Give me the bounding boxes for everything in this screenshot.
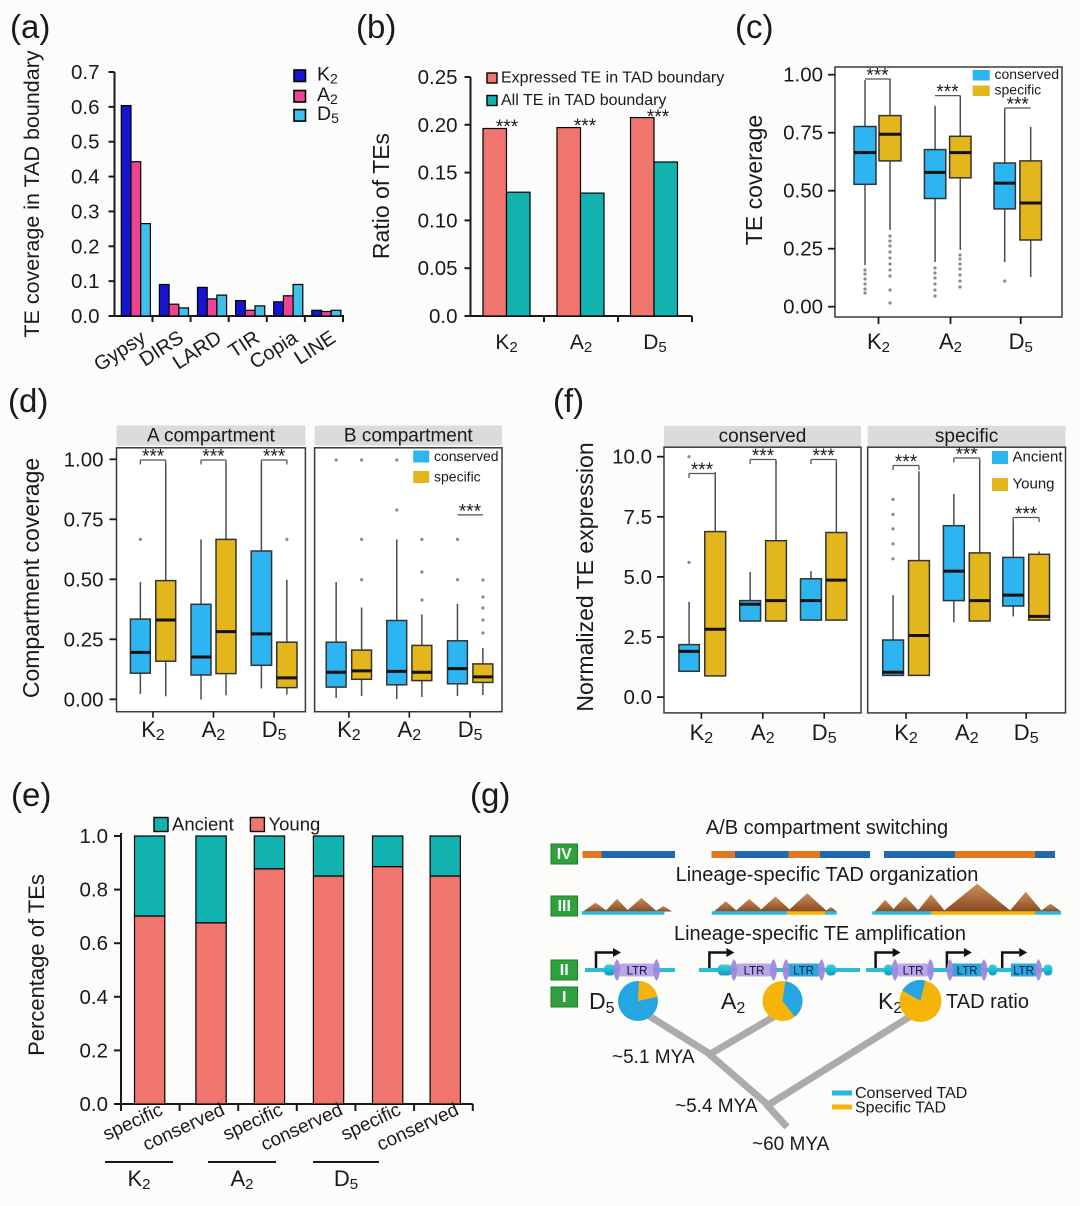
svg-text:1.00: 1.00 <box>783 64 823 87</box>
svg-text:0.0: 0.0 <box>71 305 100 328</box>
svg-text:***: *** <box>895 452 918 473</box>
svg-text:TE coverage: TE coverage <box>741 115 767 245</box>
svg-text:II: II <box>560 962 569 979</box>
svg-text:Ancient: Ancient <box>172 814 234 835</box>
svg-text:Specific TAD: Specific TAD <box>855 1100 946 1117</box>
svg-text:***: *** <box>691 460 714 481</box>
svg-text:0.0: 0.0 <box>624 686 653 709</box>
svg-text:0.50: 0.50 <box>783 180 823 203</box>
svg-text:***: *** <box>752 446 775 467</box>
svg-text:***: *** <box>1007 95 1030 116</box>
svg-text:***: *** <box>574 116 597 137</box>
svg-text:~60 MYA: ~60 MYA <box>752 1134 830 1155</box>
svg-text:(f): (f) <box>553 382 584 419</box>
svg-text:(c): (c) <box>735 8 773 45</box>
svg-text:LTR: LTR <box>627 966 648 978</box>
svg-text:specific: specific <box>935 426 998 447</box>
svg-text:B compartment: B compartment <box>344 426 474 447</box>
svg-text:Compartment coverage: Compartment coverage <box>18 458 44 698</box>
svg-text:Lineage-specific TE amplificat: Lineage-specific TE amplification <box>674 923 966 945</box>
svg-text:~5.1 MYA: ~5.1 MYA <box>612 1047 695 1068</box>
svg-text:Ratio of TEs: Ratio of TEs <box>368 133 394 259</box>
svg-text:0.25: 0.25 <box>418 66 458 89</box>
svg-text:***: *** <box>813 446 836 467</box>
svg-text:A compartment: A compartment <box>147 426 275 447</box>
svg-text:TE coverage in TAD boundary: TE coverage in TAD boundary <box>20 50 44 337</box>
svg-text:0.7: 0.7 <box>71 61 100 84</box>
svg-text:0.1: 0.1 <box>71 270 100 293</box>
svg-text:Lineage-specific TAD organizat: Lineage-specific TAD organization <box>676 864 979 886</box>
svg-text:0.3: 0.3 <box>71 200 100 223</box>
svg-text:0.00: 0.00 <box>64 688 104 711</box>
svg-text:0.75: 0.75 <box>64 508 104 531</box>
svg-text:2.5: 2.5 <box>624 626 653 649</box>
svg-text:0.25: 0.25 <box>64 628 104 651</box>
svg-text:***: *** <box>936 82 959 103</box>
svg-text:LTR: LTR <box>903 966 924 978</box>
svg-text:(g): (g) <box>470 776 510 813</box>
svg-text:***: *** <box>142 447 165 468</box>
svg-text:***: *** <box>263 447 286 468</box>
svg-text:0.05: 0.05 <box>418 257 458 280</box>
svg-text:1.00: 1.00 <box>64 448 104 471</box>
svg-text:LTR: LTR <box>744 966 765 978</box>
svg-text:1.0: 1.0 <box>80 825 109 848</box>
svg-text:0.00: 0.00 <box>783 296 823 319</box>
svg-text:0.10: 0.10 <box>418 209 458 232</box>
svg-text:10.0: 10.0 <box>612 446 652 469</box>
svg-text:0.25: 0.25 <box>783 238 823 261</box>
svg-text:***: *** <box>202 447 225 468</box>
svg-text:Expressed TE in TAD boundary: Expressed TE in TAD boundary <box>501 70 724 87</box>
svg-text:0.0: 0.0 <box>80 1093 109 1116</box>
svg-text:(e): (e) <box>11 776 51 813</box>
svg-text:Ancient: Ancient <box>1013 449 1064 466</box>
svg-text:***: *** <box>496 117 519 138</box>
svg-text:0.2: 0.2 <box>80 1039 109 1062</box>
svg-text:0.0: 0.0 <box>429 305 458 328</box>
svg-text:LTR: LTR <box>957 966 978 978</box>
svg-text:specific: specific <box>995 82 1042 98</box>
svg-text:***: *** <box>647 107 670 128</box>
svg-text:Young: Young <box>1013 476 1055 493</box>
svg-text:0.4: 0.4 <box>71 166 100 189</box>
svg-text:0.50: 0.50 <box>64 568 104 591</box>
svg-text:0.75: 0.75 <box>783 122 823 145</box>
svg-text:(b): (b) <box>356 8 396 45</box>
svg-text:Conserved TAD: Conserved TAD <box>855 1085 967 1102</box>
svg-text:III: III <box>558 898 571 915</box>
svg-text:0.5: 0.5 <box>71 131 100 154</box>
svg-text:conserved: conserved <box>995 66 1060 82</box>
svg-text:(a): (a) <box>10 8 50 45</box>
svg-text:LTR: LTR <box>793 966 814 978</box>
svg-text:0.20: 0.20 <box>418 114 458 137</box>
svg-text:7.5: 7.5 <box>624 506 653 529</box>
svg-text:***: *** <box>956 445 979 466</box>
svg-text:Percentage of TEs: Percentage of TEs <box>24 874 49 1056</box>
svg-text:Young: Young <box>269 814 321 835</box>
svg-text:***: *** <box>459 501 482 522</box>
svg-text:IV: IV <box>557 846 572 863</box>
svg-text:LTR: LTR <box>1013 966 1034 978</box>
svg-text:conserved: conserved <box>719 426 807 447</box>
svg-text:All TE in TAD boundary: All TE in TAD boundary <box>501 92 666 109</box>
svg-text:(d): (d) <box>8 382 48 419</box>
svg-text:I: I <box>562 989 566 1006</box>
svg-text:0.8: 0.8 <box>80 879 109 902</box>
svg-text:Normalized TE expression: Normalized TE expression <box>572 442 598 711</box>
svg-text:0.15: 0.15 <box>418 162 458 185</box>
svg-text:conserved: conserved <box>434 448 499 464</box>
svg-text:***: *** <box>866 66 889 87</box>
svg-text:***: *** <box>1015 504 1038 525</box>
svg-text:~5.4 MYA: ~5.4 MYA <box>675 1096 758 1117</box>
svg-text:0.2: 0.2 <box>71 235 100 258</box>
svg-text:0.4: 0.4 <box>80 986 109 1009</box>
svg-text:0.6: 0.6 <box>71 96 100 119</box>
svg-text:A/B compartment switching: A/B compartment switching <box>706 817 948 839</box>
svg-text:TAD ratio: TAD ratio <box>946 991 1029 1013</box>
svg-text:5.0: 5.0 <box>624 566 653 589</box>
svg-text:0.6: 0.6 <box>80 932 109 955</box>
svg-text:specific: specific <box>434 469 481 485</box>
